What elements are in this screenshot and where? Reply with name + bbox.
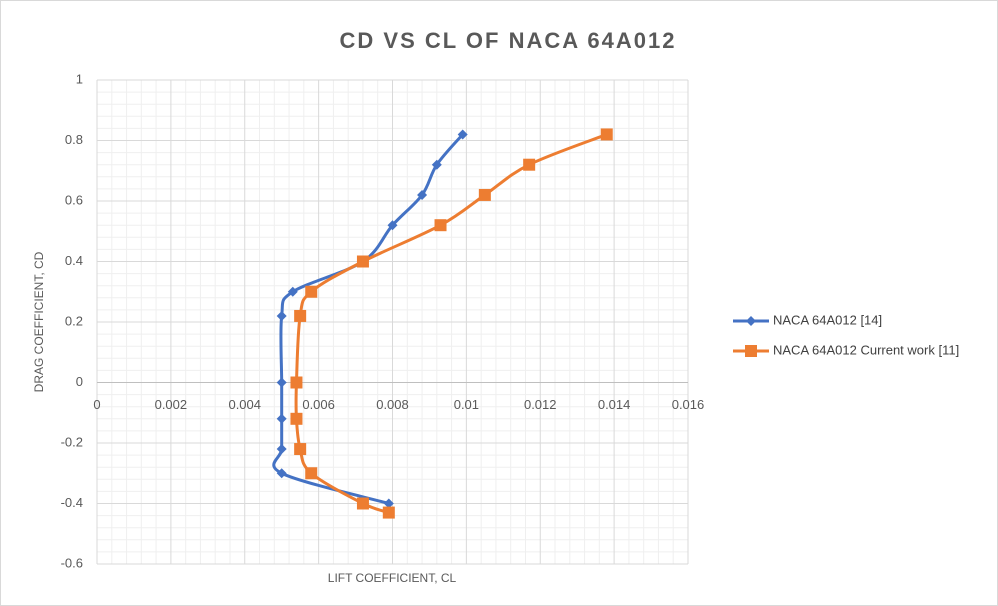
y-tick-label: -0.4 — [61, 495, 83, 510]
x-axis-title: LIFT COEFFICIENT, CL — [328, 571, 457, 585]
marker — [290, 376, 303, 389]
marker — [294, 309, 307, 322]
y-axis-title: DRAG COEFFICIENT, CD — [32, 251, 46, 392]
marker — [356, 497, 369, 510]
x-tick-label: 0.012 — [524, 397, 557, 412]
marker — [287, 286, 298, 297]
legend-label: NACA 64A012 Current work [11] — [773, 342, 959, 357]
y-tick-label: 0.8 — [65, 132, 83, 147]
chart-title: CD VS CL OF NACA 64A012 — [340, 28, 677, 53]
marker — [305, 467, 318, 480]
marker — [382, 506, 395, 519]
x-tick-label: 0.004 — [228, 397, 261, 412]
marker — [387, 220, 398, 231]
marker — [431, 159, 442, 170]
legend-marker — [745, 345, 757, 357]
marker — [356, 255, 369, 268]
x-tick-label: 0.002 — [155, 397, 188, 412]
marker — [523, 158, 536, 171]
marker — [383, 498, 394, 509]
y-tick-label: 0.6 — [65, 192, 83, 207]
y-tick-label: -0.6 — [61, 555, 83, 570]
marker — [290, 412, 303, 425]
marker — [294, 443, 307, 456]
marker — [276, 444, 287, 455]
y-tick-label: 1 — [76, 71, 83, 86]
marker — [417, 189, 428, 200]
marker — [276, 468, 287, 479]
y-tick-label: 0.2 — [65, 313, 83, 328]
x-tick-label: 0.01 — [454, 397, 479, 412]
marker — [276, 377, 287, 388]
x-tick-label: 0.006 — [302, 397, 335, 412]
legend-marker — [746, 316, 756, 326]
y-tick-label: 0.4 — [65, 253, 83, 268]
legend-label: NACA 64A012 [14] — [773, 312, 882, 327]
x-tick-label: 0.016 — [672, 397, 705, 412]
y-tick-label: -0.2 — [61, 434, 83, 449]
marker — [457, 129, 468, 140]
marker — [276, 413, 287, 424]
x-tick-label: 0.014 — [598, 397, 631, 412]
marker — [305, 285, 318, 298]
x-tick-label: 0 — [93, 397, 100, 412]
x-tick-label: 0.008 — [376, 397, 409, 412]
marker — [434, 219, 447, 232]
marker — [600, 128, 613, 141]
marker — [276, 310, 287, 321]
y-tick-label: 0 — [76, 374, 83, 389]
marker — [478, 188, 491, 201]
